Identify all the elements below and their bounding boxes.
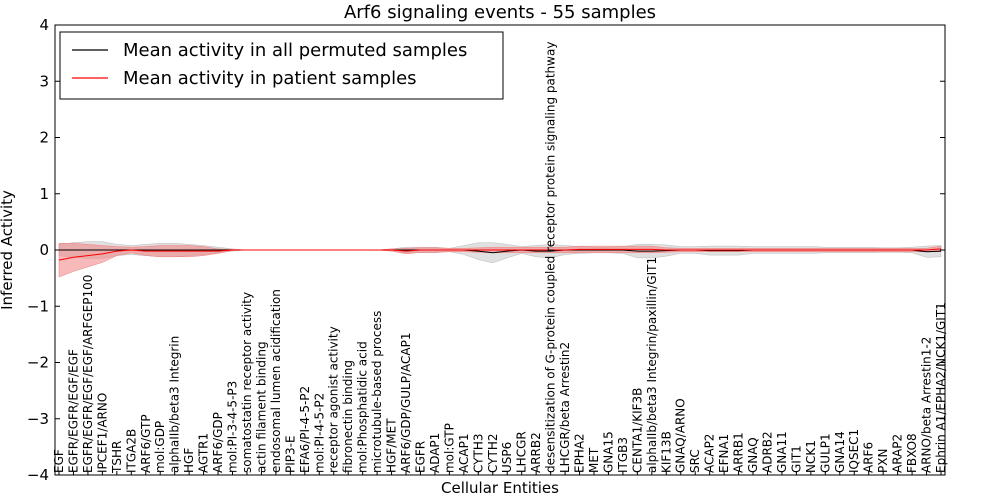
x-tick-label: NCK1 [804, 440, 818, 473]
y-tick-label: 4 [39, 16, 49, 34]
x-tick-label: mol:PI-3-4-5-P3 [226, 381, 240, 473]
x-tick-label: AGTR1 [197, 433, 211, 473]
x-tick-label: somatostatin receptor activity [240, 292, 254, 473]
x-tick-label: HGF [182, 448, 196, 473]
x-tick-label: MET [587, 447, 601, 473]
x-tick-label: ARF6/GTP [139, 414, 153, 473]
x-tick-label: EGFR/EGFR/EGF/EGF [66, 349, 80, 473]
x-tick-label: CENTA1/KIF3B [630, 388, 644, 473]
x-tick-label: ACAP2 [703, 434, 717, 473]
x-tick-label: ARNO/beta Arrestin1-2 [920, 337, 934, 473]
x-tick-label: EPHA2 [573, 433, 587, 473]
x-tick-label: ADRB2 [760, 431, 774, 473]
x-tick-label: IQSEC1 [847, 429, 861, 473]
x-tick-label: FBXO8 [905, 433, 919, 473]
legend-label-permuted: Mean activity in all permuted samples [123, 40, 467, 61]
x-tick-label: KIF13B [659, 431, 673, 473]
x-tick-label: GNAQ/ARNO [674, 398, 688, 473]
x-tick-label: fibronectin binding [341, 360, 355, 473]
x-tick-label: desensitization of G-protein coupled rec… [544, 42, 558, 473]
x-tick-label: LHCGR [515, 431, 529, 473]
x-tick-label: ARF6/GDP [211, 412, 225, 473]
chart-title: Arf6 signaling events - 55 samples [344, 2, 656, 23]
y-tick-label: 0 [39, 241, 49, 259]
y-tick-label: −3 [27, 410, 49, 428]
x-tick-label: PIP3-E [283, 435, 297, 473]
x-tick-label: EGFR [413, 441, 427, 473]
x-tick-label: ARF6 [862, 442, 876, 473]
x-tick-label: GNA14 [833, 431, 847, 473]
y-tick-label: 1 [39, 185, 49, 203]
x-tick-label: EFNA1 [717, 434, 731, 473]
x-tick-label: USP6 [500, 442, 514, 473]
x-tick-label: alphaIIb/beta3 Integrin/paxillin/GIT1 [645, 257, 659, 473]
x-tick-label: GNAQ [746, 437, 760, 473]
line-patient [58, 248, 942, 261]
x-tick-label: ITGA2B [124, 429, 138, 473]
x-tick-label: endosomal lumen acidification [269, 289, 283, 473]
x-tick-label: EGFR/EGFR/EGF/EGF/ARFGEP100 [81, 275, 95, 473]
x-tick-label: GNA15 [601, 431, 615, 473]
y-tick-label: −2 [27, 354, 49, 372]
x-tick-label: PXN [876, 449, 890, 473]
x-tick-label: CYTH3 [471, 434, 485, 474]
legend-label-patient: Mean activity in patient samples [123, 68, 417, 89]
x-tick-label: GULP1 [818, 433, 832, 473]
x-tick-label: EFA6/PI-4-5-P2 [298, 386, 312, 473]
x-tick-label: ACAP1 [457, 434, 471, 473]
y-tick-label: −1 [27, 297, 49, 315]
x-tick-label: ARAP2 [891, 434, 905, 473]
legend-box [59, 31, 504, 100]
x-tick-label: EGF [52, 449, 66, 473]
x-tick-label: alphaIIb/beta3 Integrin [168, 336, 182, 473]
x-tick-label: LHCGR/beta Arrestin2 [558, 342, 572, 473]
x-tick-label: HGF/MET [385, 418, 399, 473]
y-tick-label: −4 [27, 466, 49, 484]
x-tick-label: ARF6/GDP/GULP/ACAP1 [399, 333, 413, 473]
y-axis-label: Inferred Activity [0, 190, 16, 310]
x-tick-label: ARRB2 [529, 432, 543, 473]
x-tick-label: mol:GDP [153, 421, 167, 473]
x-tick-label: ARRB1 [732, 432, 746, 473]
x-tick-label: SRC [688, 449, 702, 473]
x-tick-label: mol:Phosphatidic acid [356, 341, 370, 473]
x-tick-label: Ephrin A1/EPHA2/NCK1/GIT1 [934, 302, 948, 473]
y-tick-label: 3 [39, 72, 49, 90]
x-tick-label: ADAP1 [428, 433, 442, 473]
legend: Mean activity in all permuted samples Me… [59, 31, 504, 100]
x-axis-label: Cellular Entities [441, 479, 559, 497]
x-tick-label: CYTH2 [486, 433, 500, 473]
x-tick-label: TSHR [110, 441, 124, 474]
x-tick-label: GNA11 [775, 431, 789, 473]
x-tick-label: mol:PI-4-5-P2 [312, 393, 326, 473]
x-tick-label: GIT1 [789, 445, 803, 473]
x-tick-label: mol:GTP [442, 423, 456, 473]
y-tick-label: 2 [39, 129, 49, 147]
x-tick-label: ITGB3 [616, 437, 630, 473]
x-tick-label: receptor agonist activity [327, 326, 341, 473]
x-tick-label: microtubule-based process [370, 311, 384, 473]
x-tick-label: IPCEF1/ARNO [95, 393, 109, 473]
x-tick-label: actin filament binding [254, 341, 268, 473]
